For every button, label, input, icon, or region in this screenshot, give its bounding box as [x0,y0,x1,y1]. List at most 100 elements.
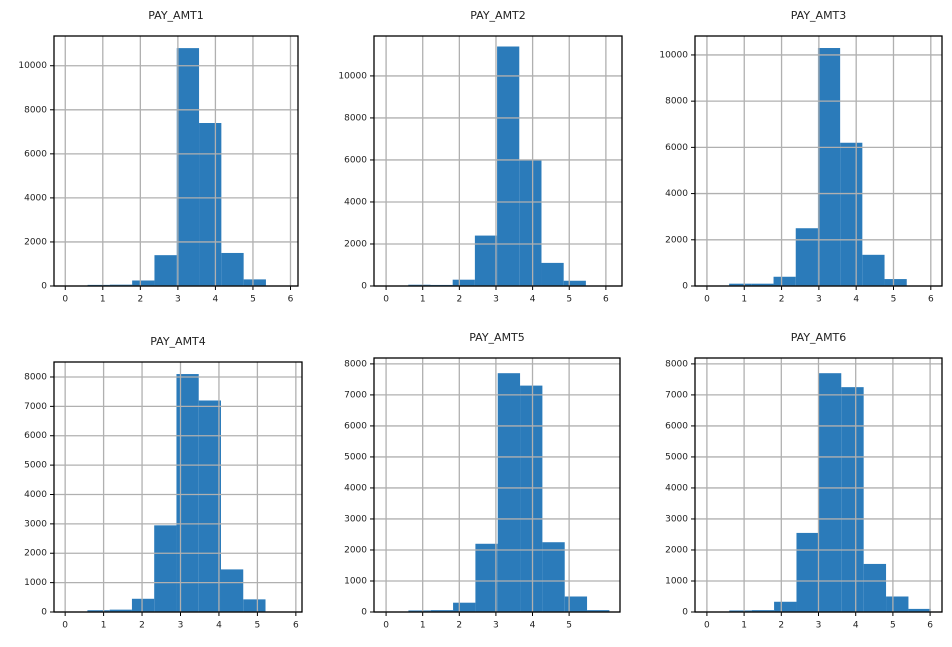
x-tick-label: 2 [778,621,784,631]
histogram-bar [220,569,244,612]
x-tick-label: 1 [420,295,426,305]
y-tick-label: 8000 [344,359,367,369]
histogram-bar [751,610,775,612]
histogram-bar [564,596,588,612]
histogram-bar [430,610,454,612]
histogram-bar [863,563,887,612]
histogram-bar [774,601,797,612]
x-tick-label: 1 [741,621,747,631]
y-tick-label: 4000 [24,490,47,500]
histogram-bar [520,385,543,612]
x-tick-label: 5 [891,295,897,305]
x-tick-label: 2 [456,295,462,305]
y-tick-label: 5000 [344,452,367,462]
subplot-title: PAY_AMT4 [150,335,206,348]
histogram-bar [475,543,498,612]
histogram-bar [243,599,266,612]
y-tick-label: 10000 [659,50,688,60]
histogram-bar [542,542,565,612]
x-tick-label: 4 [213,295,219,305]
histogram-bar [131,598,155,612]
subplot-title: PAY_AMT1 [148,9,204,22]
histogram-bar [796,532,819,612]
y-tick-label: 6000 [665,421,688,431]
histogram-bar [109,284,133,286]
y-tick-label: 2000 [344,239,367,249]
x-tick-label: 0 [383,621,389,631]
y-tick-label: 8000 [24,105,47,115]
histogram-bar [176,374,199,612]
histogram-bar [243,279,266,286]
y-tick-label: 8000 [665,359,688,369]
histogram-bar [817,48,841,286]
y-tick-label: 3000 [24,519,47,529]
histogram-bar [221,252,244,286]
histogram-bar [886,596,909,612]
histogram-bar [176,48,200,287]
x-tick-label: 5 [890,621,896,631]
x-tick-label: 3 [816,621,822,631]
x-tick-label: 1 [420,621,426,631]
histogram-bar [453,602,476,612]
y-tick-label: 4000 [665,189,688,199]
x-tick-label: 4 [216,621,222,631]
histogram-bar [840,142,863,286]
subplot: PAY_AMT1 0 1 2 3 4 5 6 0 2000 4000 6000 8000 10000 [18,9,299,305]
x-tick-label: 6 [927,621,933,631]
x-tick-label: 1 [101,621,107,631]
x-tick-label: 2 [137,295,143,305]
histogram-bar [199,123,222,287]
histogram-bar [751,283,774,286]
y-tick-label: 4000 [344,483,367,493]
y-tick-label: 6000 [665,143,688,153]
y-tick-label: 4000 [24,193,47,203]
x-tick-label: 1 [741,295,747,305]
subplot-title: PAY_AMT3 [791,9,847,22]
y-tick-label: 3000 [665,514,688,524]
x-tick-label: 4 [853,621,859,631]
x-tick-label: 4 [530,295,536,305]
histogram-bar [109,609,132,612]
histogram-bar [773,276,796,286]
y-tick-label: 2000 [344,545,367,555]
x-tick-label: 6 [928,295,934,305]
x-tick-label: 2 [139,621,145,631]
y-tick-label: 8000 [24,372,47,382]
y-tick-label: 1000 [24,578,47,588]
histogram-bar [729,610,752,612]
subplot: PAY_AMT4 0 1 2 3 4 5 6 0 1000 2000 3000 4000 5000 6000… [24,335,303,631]
y-tick-label: 6000 [24,149,47,159]
histogram-bar [729,283,752,286]
y-tick-label: 5000 [24,461,47,471]
y-tick-label: 4000 [344,197,367,207]
y-tick-label: 2000 [24,549,47,559]
x-tick-label: 6 [288,295,294,305]
histogram-bar [563,280,586,286]
y-tick-label: 8000 [344,113,367,123]
y-tick-label: 0 [361,608,367,618]
histogram-bar [154,255,177,286]
x-tick-label: 2 [779,295,785,305]
subplot-title: PAY_AMT5 [469,331,525,344]
subplot: PAY_AMT2 0 1 2 3 4 5 6 0 2000 4000 6000 8000 10000 [338,9,623,305]
x-tick-label: 3 [175,295,181,305]
y-tick-label: 5000 [665,452,688,462]
histogram-bar [541,262,564,286]
x-tick-label: 4 [853,295,859,305]
y-tick-label: 0 [41,608,47,618]
histogram-bar [587,610,610,612]
axes-frame [694,35,943,287]
y-tick-label: 6000 [344,155,367,165]
x-tick-label: 6 [293,621,299,631]
histogram-bar [452,279,475,286]
y-tick-label: 7000 [344,390,367,400]
histogram-bar [862,254,885,286]
x-tick-label: 5 [566,621,572,631]
y-tick-label: 10000 [18,61,47,71]
histogram-bar [818,373,842,612]
subplot: PAY_AMT5 0 1 2 3 4 5 0 1000 2000 3000 4000 5000 6000 7… [344,331,621,631]
y-tick-label: 1000 [344,576,367,586]
histogram-bar [841,387,864,612]
x-tick-label: 0 [704,295,710,305]
